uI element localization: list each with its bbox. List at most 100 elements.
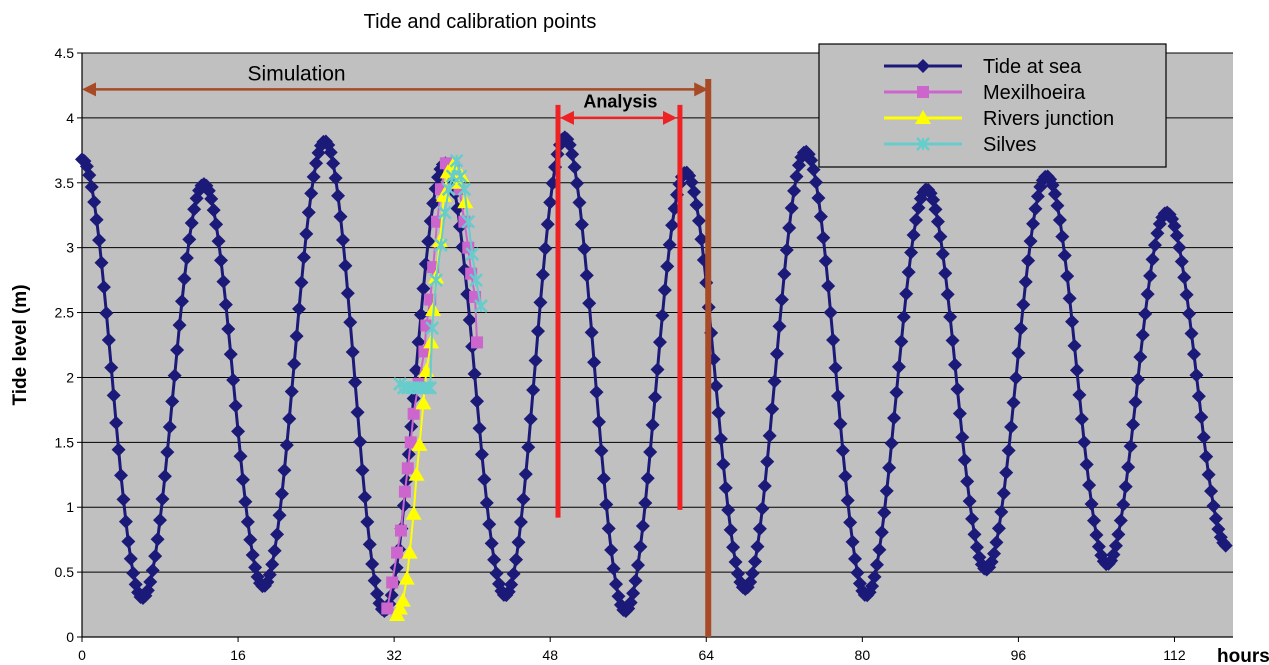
tide-point — [104, 360, 119, 375]
tide-point — [630, 558, 645, 573]
tide-point — [904, 245, 919, 260]
tide-point — [952, 406, 967, 421]
tide-point — [279, 438, 294, 453]
tide-point — [211, 234, 226, 249]
tide-point — [299, 226, 314, 241]
tide-point — [306, 169, 321, 184]
y-tick-label: 4 — [66, 110, 74, 126]
legend-silves-swatch-marker — [916, 137, 930, 151]
tide-point — [1147, 238, 1162, 253]
tide-point — [1201, 467, 1216, 482]
tide-point — [750, 539, 765, 554]
x-tick-label: 32 — [386, 647, 402, 663]
tide-point — [333, 209, 348, 224]
tide-point — [784, 201, 799, 216]
tide-point — [1135, 327, 1150, 342]
legend-silves-label: Silves — [983, 134, 1036, 156]
tide-point — [645, 417, 660, 432]
tide-point — [523, 412, 538, 427]
tide-point — [462, 312, 477, 327]
tide-point — [640, 471, 655, 486]
tide-point — [1169, 228, 1184, 243]
tide-point — [665, 218, 680, 233]
tide-point — [572, 195, 587, 210]
tide-point — [1062, 291, 1077, 306]
tide-point — [213, 253, 228, 268]
tide-point — [657, 283, 672, 298]
tide-point — [694, 232, 709, 247]
tide-point — [638, 495, 653, 510]
tide-point — [845, 534, 860, 549]
tide-point — [245, 547, 260, 562]
tide-point — [328, 170, 343, 185]
tide-point — [777, 267, 792, 282]
tide-point — [96, 280, 111, 295]
simulation-arrow — [82, 82, 709, 97]
tide-point — [1130, 372, 1145, 387]
analysis-arrow — [559, 110, 678, 125]
tide-point — [899, 286, 914, 301]
tide-point — [628, 573, 643, 588]
tide-point — [960, 474, 975, 489]
tide-point — [270, 527, 285, 542]
tide-point — [1133, 349, 1148, 364]
y-tick-label: 2 — [66, 369, 74, 385]
simulation-arrow-head-left — [82, 82, 96, 97]
tide-point — [769, 346, 784, 361]
silves-point — [474, 299, 488, 313]
tide-point — [335, 233, 350, 248]
tide-point — [967, 527, 982, 542]
tide-point — [684, 175, 699, 190]
tide-point — [872, 542, 887, 557]
tide-point — [528, 353, 543, 368]
tide-point — [301, 205, 316, 220]
mexilhoeira-point — [471, 336, 484, 349]
tide-point — [282, 411, 297, 426]
tide-point — [1108, 538, 1123, 553]
tide-point — [535, 267, 550, 282]
analysis-arrow-head-right — [663, 110, 678, 125]
tide-point — [938, 266, 953, 281]
silves-point — [457, 182, 472, 197]
tide-point — [1087, 513, 1102, 528]
tide-point — [826, 332, 841, 347]
y-tick-label: 4.5 — [55, 45, 75, 61]
tide-point — [513, 515, 528, 530]
legend-rivers-junction-label: Rivers junction — [983, 108, 1114, 130]
tide-point — [367, 573, 382, 588]
tide-point — [1013, 321, 1028, 336]
legend-silves: Silves — [884, 134, 1036, 156]
tide-point — [162, 420, 177, 435]
tide-point — [606, 561, 621, 576]
tide-point — [1006, 395, 1021, 410]
tide-point — [160, 445, 175, 460]
tide-point — [511, 535, 526, 550]
x-tick-label: 112 — [1163, 647, 1186, 663]
tide-point — [643, 445, 658, 460]
tide-point — [1026, 216, 1041, 231]
rivers-junction-point — [394, 592, 411, 607]
tide-point — [818, 253, 833, 268]
tide-point — [655, 308, 670, 323]
tide-point — [348, 375, 363, 390]
tide-point — [594, 443, 609, 458]
tide-point — [155, 492, 170, 507]
tide-point — [1011, 346, 1026, 361]
annotation-overlays: Simulation Analysis — [82, 62, 712, 637]
x-tick-label: 0 — [78, 647, 86, 663]
tide-point — [472, 421, 487, 436]
tide-point — [713, 431, 728, 446]
tide-point — [309, 156, 324, 171]
tide-point — [838, 469, 853, 484]
tide-point — [504, 577, 519, 592]
tide-point — [479, 495, 494, 510]
tide-point — [111, 442, 126, 457]
tide-point — [167, 368, 182, 383]
tide-point — [240, 514, 255, 529]
tide-point — [121, 534, 136, 549]
tide-point — [352, 434, 367, 449]
tide-point — [1021, 253, 1036, 268]
tide-point — [723, 522, 738, 537]
silves-point — [453, 169, 468, 184]
tide-point — [926, 192, 941, 207]
